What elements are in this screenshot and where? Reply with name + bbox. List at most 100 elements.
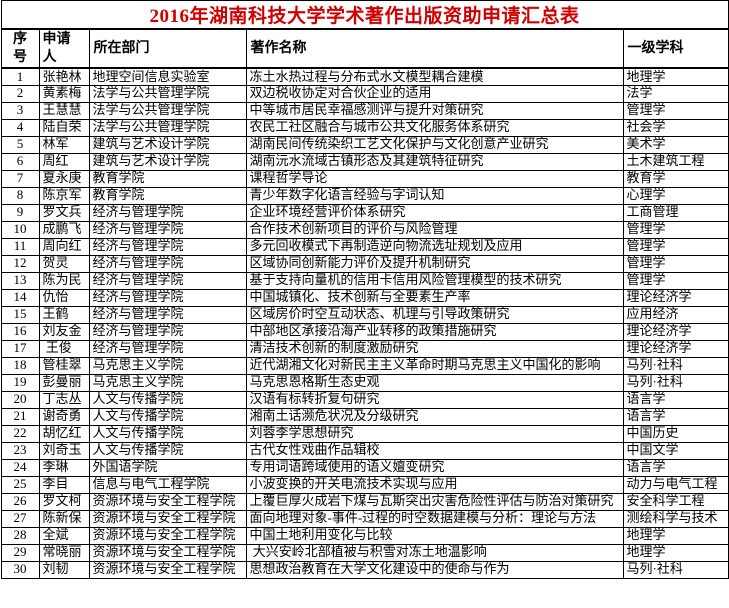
cell-department: 地理空间信息实验室 bbox=[88, 67, 247, 86]
cell-discipline: 美术学 bbox=[622, 135, 729, 154]
cell-index: 14 bbox=[0, 288, 40, 307]
cell-work-title: 专用词语跨域使用的语义嬗变研究 bbox=[245, 458, 624, 477]
cell-work-title: 面向地理对象-事件-过程的时空数据建模与分析：理论与方法 bbox=[245, 509, 624, 528]
table-row: 9 罗文兵 经济与管理学院 企业环境经营评价体系研究 工商管理 bbox=[0, 203, 729, 222]
cell-department: 经济与管理学院 bbox=[88, 322, 247, 341]
cell-department: 经济与管理学院 bbox=[88, 220, 247, 239]
cell-work-title: 中部地区承接沿海产业转移的政策措施研究 bbox=[245, 322, 624, 341]
cell-applicant: 仇怡 bbox=[38, 288, 90, 307]
cell-department: 经济与管理学院 bbox=[88, 339, 247, 358]
cell-work-title: 刘蓉李学思想研究 bbox=[245, 424, 624, 443]
table-row: 1 张艳林 地理空间信息实验室 冻土水热过程与分布式水文模型耦合建模 地理学 bbox=[0, 67, 729, 86]
cell-work-title: 农民工社区融合与城市公共文化服务体系研究 bbox=[245, 118, 624, 137]
cell-department: 资源环境与安全工程学院 bbox=[88, 526, 247, 545]
table-row: 23 刘奇玉 人文与传播学院 古代女性戏曲作品辑校 中国文学 bbox=[0, 441, 729, 460]
cell-department: 外国语学院 bbox=[88, 458, 247, 477]
cell-index: 13 bbox=[0, 271, 40, 290]
cell-department: 人文与传播学院 bbox=[88, 441, 247, 460]
cell-work-title: 多元回收模式下再制造逆向物流选址规划及应用 bbox=[245, 237, 624, 256]
cell-discipline: 马列·社科 bbox=[622, 560, 729, 579]
cell-applicant: 林军 bbox=[38, 135, 90, 154]
table-row: 12 贺灵 经济与管理学院 区域协同创新能力评价及提升机制研究 管理学 bbox=[0, 254, 729, 273]
cell-discipline: 理论经济学 bbox=[622, 339, 729, 358]
cell-work-title: 双边税收协定对合伙企业的适用 bbox=[245, 84, 624, 103]
cell-discipline: 土木建筑工程 bbox=[622, 152, 729, 171]
title-row: 2016年湖南科技大学学术著作出版资助申请汇总表 bbox=[0, 0, 729, 30]
cell-work-title: 湘南土话濒危状况及分级研究 bbox=[245, 407, 624, 426]
table-row: 30 刘韧 资源环境与安全工程学院 思想政治教育在大学文化建设中的使命与作为 马列·社科 bbox=[0, 560, 729, 579]
cell-work-title: 清洁技术创新的制度激励研究 bbox=[245, 339, 624, 358]
cell-applicant: 丁志丛 bbox=[38, 390, 90, 409]
cell-applicant: 夏永庚 bbox=[38, 169, 90, 188]
cell-discipline: 动力与电气工程 bbox=[622, 475, 729, 494]
cell-discipline: 安全科学工程 bbox=[622, 492, 729, 511]
cell-work-title: 青少年数字化语言经验与字词认知 bbox=[245, 186, 624, 205]
cell-index: 21 bbox=[0, 407, 40, 426]
cell-discipline: 应用经济 bbox=[622, 305, 729, 324]
cell-work-title: 近代湖湘文化对新民主主义革命时期马克思主义中国化的影响 bbox=[245, 356, 624, 375]
cell-work-title: 课程哲学导论 bbox=[245, 169, 624, 188]
column-header-work-title: 著作名称 bbox=[245, 28, 624, 69]
cell-index: 20 bbox=[0, 390, 40, 409]
cell-applicant: 罗文兵 bbox=[38, 203, 90, 222]
cell-index: 27 bbox=[0, 509, 40, 528]
cell-department: 经济与管理学院 bbox=[88, 305, 247, 324]
table-row: 15 王鹤 经济与管理学院 区域房价时空互动状态、机理与引导政策研究 应用经济 bbox=[0, 305, 729, 324]
cell-department: 法学与公共管理学院 bbox=[88, 118, 247, 137]
cell-applicant: 贺灵 bbox=[38, 254, 90, 273]
cell-index: 24 bbox=[0, 458, 40, 477]
cell-discipline: 心理学 bbox=[622, 186, 729, 205]
cell-discipline: 理论经济学 bbox=[622, 288, 729, 307]
cell-applicant: 陈为民 bbox=[38, 271, 90, 290]
cell-department: 建筑与艺术设计学院 bbox=[88, 135, 247, 154]
table-row: 20 丁志丛 人文与传播学院 汉语有标转折复句研究 语言学 bbox=[0, 390, 729, 409]
cell-index: 2 bbox=[0, 84, 40, 103]
table-row: 29 常晓丽 资源环境与安全工程学院 大兴安岭北部植被与积雪对冻土地温影响 地理学 bbox=[0, 543, 729, 562]
cell-department: 资源环境与安全工程学院 bbox=[88, 560, 247, 579]
cell-applicant: 陈新保 bbox=[38, 509, 90, 528]
cell-applicant: 彭曼丽 bbox=[38, 373, 90, 392]
table-row: 26 罗文柯 资源环境与安全工程学院 上覆巨厚火成岩下煤与瓦斯突出灾害危险性评估与防治… bbox=[0, 492, 729, 511]
cell-department: 经济与管理学院 bbox=[88, 288, 247, 307]
cell-work-title: 冻土水热过程与分布式水文模型耦合建模 bbox=[245, 67, 624, 86]
cell-work-title: 湖南民间传统染织工艺文化保护与文化创意产业研究 bbox=[245, 135, 624, 154]
cell-applicant: 陈京军 bbox=[38, 186, 90, 205]
cell-index: 5 bbox=[0, 135, 40, 154]
cell-department: 教育学院 bbox=[88, 186, 247, 205]
table-row: 21 谢奇勇 人文与传播学院 湘南土话濒危状况及分级研究 语言学 bbox=[0, 407, 729, 426]
cell-work-title: 中等城市居民幸福感测评与提升对策研究 bbox=[245, 101, 624, 120]
cell-work-title: 合作技术创新项目的评价与风险管理 bbox=[245, 220, 624, 239]
cell-work-title: 马克思恩格斯生态史观 bbox=[245, 373, 624, 392]
table-row: 4 陆自荣 法学与公共管理学院 农民工社区融合与城市公共文化服务体系研究 社会学 bbox=[0, 118, 729, 137]
cell-index: 28 bbox=[0, 526, 40, 545]
cell-applicant: 刘韧 bbox=[38, 560, 90, 579]
table-row: 8 陈京军 教育学院 青少年数字化语言经验与字词认知 心理学 bbox=[0, 186, 729, 205]
table-row: 19 彭曼丽 马克思主义学院 马克思恩格斯生态史观 马列·社科 bbox=[0, 373, 729, 392]
cell-applicant: 胡忆红 bbox=[38, 424, 90, 443]
cell-department: 人文与传播学院 bbox=[88, 407, 247, 426]
table-row: 16 刘友金 经济与管理学院 中部地区承接沿海产业转移的政策措施研究 理论经济学 bbox=[0, 322, 729, 341]
column-header-discipline: 一级学科 bbox=[622, 28, 729, 69]
table-row: 14 仇怡 经济与管理学院 中国城镇化、技术创新与全要素生产率 理论经济学 bbox=[0, 288, 729, 307]
cell-department: 经济与管理学院 bbox=[88, 237, 247, 256]
cell-index: 9 bbox=[0, 203, 40, 222]
cell-discipline: 地理学 bbox=[622, 526, 729, 545]
cell-work-title: 中国城镇化、技术创新与全要素生产率 bbox=[245, 288, 624, 307]
cell-index: 1 bbox=[0, 67, 40, 86]
table-row: 18 管桂翠 马克思主义学院 近代湖湘文化对新民主主义革命时期马克思主义中国化的影响马… bbox=[0, 356, 729, 375]
cell-discipline: 中国历史 bbox=[622, 424, 729, 443]
cell-applicant: 李目 bbox=[38, 475, 90, 494]
cell-department: 人文与传播学院 bbox=[88, 424, 247, 443]
cell-discipline: 马列·社科 bbox=[622, 373, 729, 392]
cell-index: 4 bbox=[0, 118, 40, 137]
cell-applicant: 周红 bbox=[38, 152, 90, 171]
cell-discipline: 管理学 bbox=[622, 271, 729, 290]
cell-discipline: 社会学 bbox=[622, 118, 729, 137]
cell-department: 马克思主义学院 bbox=[88, 373, 247, 392]
table-row: 22 胡忆红 人文与传播学院 刘蓉李学思想研究 中国历史 bbox=[0, 424, 729, 443]
cell-index: 8 bbox=[0, 186, 40, 205]
cell-department: 经济与管理学院 bbox=[88, 254, 247, 273]
cell-department: 法学与公共管理学院 bbox=[88, 84, 247, 103]
header-row: 序号 申请人 所在部门 著作名称 一级学科 bbox=[0, 28, 729, 69]
cell-index: 26 bbox=[0, 492, 40, 511]
